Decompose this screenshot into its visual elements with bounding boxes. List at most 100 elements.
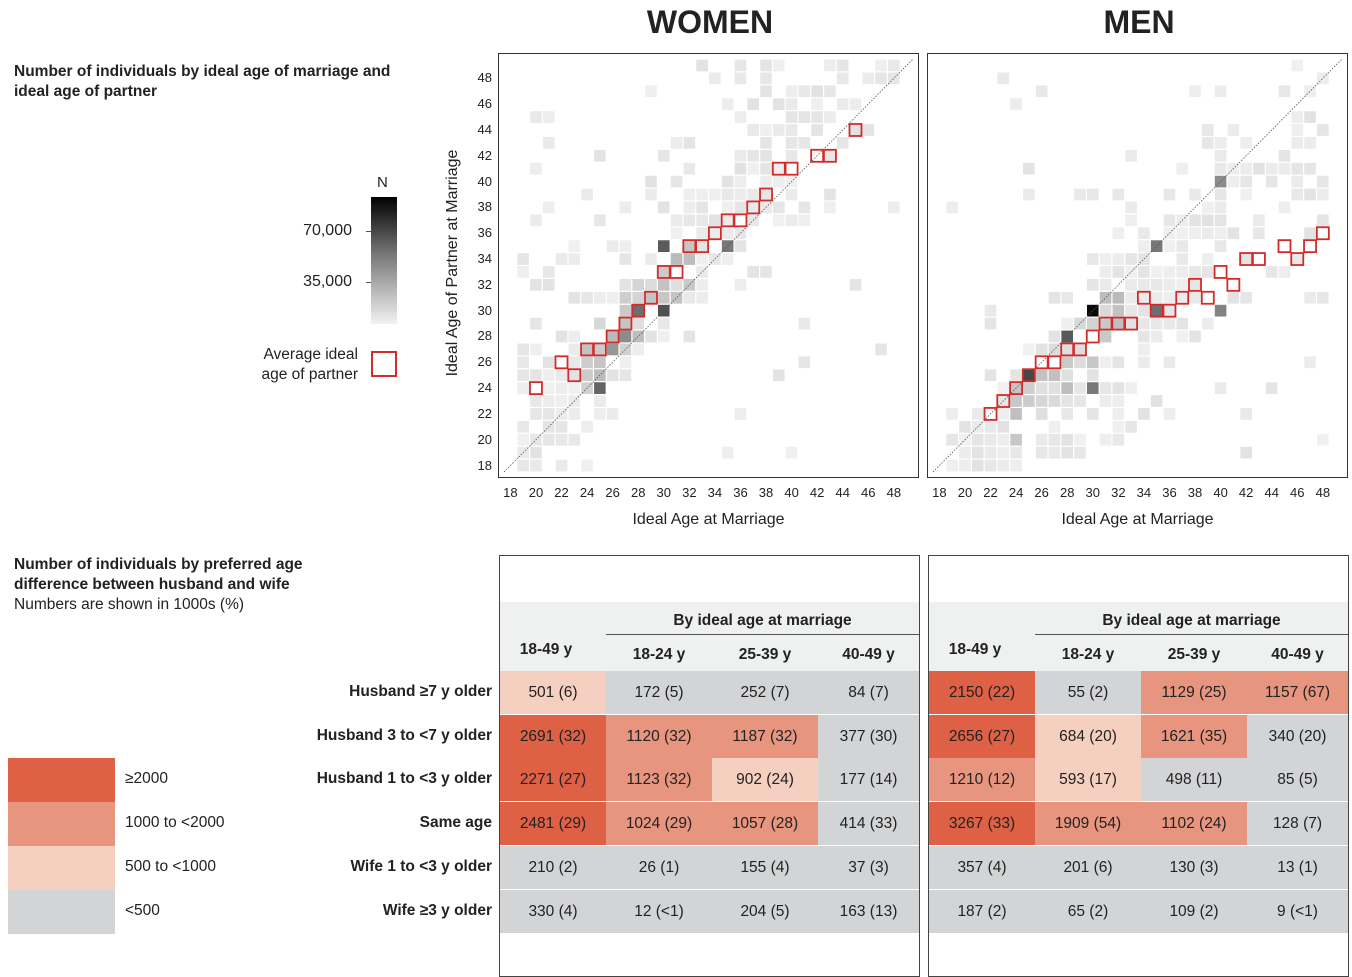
average-partner-age-marker xyxy=(1136,290,1151,305)
color-legend-swatch xyxy=(8,802,115,846)
heat-cell xyxy=(721,214,734,227)
x-tick-label: 18 xyxy=(503,485,518,500)
heat-cell xyxy=(1189,227,1201,240)
x-tick-label: 30 xyxy=(1085,485,1100,500)
heat-cell xyxy=(1023,188,1035,201)
heat-cell xyxy=(1176,162,1189,175)
heat-cell xyxy=(1227,227,1240,240)
heat-cell xyxy=(594,408,606,420)
heat-cell xyxy=(785,446,798,459)
heat-cell xyxy=(542,433,555,446)
average-partner-age-marker xyxy=(823,148,837,163)
heat-cell xyxy=(1035,343,1048,356)
table-cell: 902 (24) xyxy=(712,758,818,802)
heat-cell xyxy=(696,253,708,265)
heat-cell xyxy=(568,382,581,394)
x-tick-label: 40 xyxy=(784,485,799,500)
table-cell: 330 (4) xyxy=(500,889,606,933)
heat-cell xyxy=(696,188,708,201)
heat-cell xyxy=(1112,304,1125,317)
table-row-label: Husband 3 to <7 y older xyxy=(316,726,492,744)
heat-cell xyxy=(683,214,696,227)
average-partner-age-marker xyxy=(848,123,863,137)
x-tick-label: 28 xyxy=(1059,485,1075,500)
table-cell: 357 (4) xyxy=(929,845,1035,889)
heat-cell xyxy=(1086,408,1099,420)
heat-cell xyxy=(785,188,798,201)
heat-cell xyxy=(811,98,823,111)
heat-cell xyxy=(862,72,875,85)
x-tick-label: 26 xyxy=(605,485,620,500)
group-header: By ideal age at marriage xyxy=(673,612,852,629)
heat-cell xyxy=(760,59,772,72)
heat-cell xyxy=(984,317,997,330)
heat-cell xyxy=(1074,395,1086,407)
table-cell: 13 (1) xyxy=(1247,845,1348,889)
women-heatmap-chart xyxy=(498,53,919,478)
heat-cell xyxy=(1317,433,1329,446)
average-partner-age-marker xyxy=(1188,277,1202,292)
heat-cell xyxy=(632,330,644,343)
heat-cell-dense xyxy=(657,240,670,252)
heatmap-section-title: Number of individuals by ideal age of ma… xyxy=(14,63,391,100)
heat-cell xyxy=(1214,85,1227,98)
heat-cell xyxy=(734,162,747,175)
heat-cell xyxy=(645,279,657,291)
heat-cell xyxy=(984,459,997,472)
heat-cell xyxy=(517,266,529,278)
x-tick-label: 38 xyxy=(758,485,774,500)
heat-cell xyxy=(696,266,708,278)
heat-legend-gradient xyxy=(371,197,397,324)
heat-cell xyxy=(1317,188,1329,201)
average-partner-age-marker xyxy=(784,161,799,176)
heat-cell xyxy=(1304,137,1316,149)
heat-cell xyxy=(721,446,734,459)
y-tick-label: 44 xyxy=(477,121,492,137)
heat-cell xyxy=(657,279,670,291)
table-cell: 1909 (54) xyxy=(1035,802,1141,846)
x-tick-label: 42 xyxy=(1238,485,1254,500)
heat-cell xyxy=(734,188,747,201)
heat-cell xyxy=(997,433,1010,446)
table-cell: 414 (33) xyxy=(818,802,919,846)
heat-cell xyxy=(1125,253,1137,265)
table-cell: 128 (7) xyxy=(1247,802,1348,846)
heat-cell xyxy=(555,395,568,407)
heat-cell xyxy=(1138,227,1150,240)
heat-cell xyxy=(1138,304,1150,317)
heat-cell xyxy=(709,253,721,265)
x-tick-label: 42 xyxy=(809,485,825,500)
heat-cell xyxy=(984,369,997,382)
heat-cell xyxy=(1176,266,1189,278)
heat-cell xyxy=(709,214,721,227)
heat-cell xyxy=(734,408,747,420)
heat-cell xyxy=(581,420,593,433)
table-cell: 65 (2) xyxy=(1035,889,1141,933)
heat-cell xyxy=(1035,446,1048,459)
x-tick-label: 34 xyxy=(1136,485,1152,500)
heat-cell xyxy=(747,188,760,201)
heat-cell xyxy=(1240,408,1252,420)
heat-cell xyxy=(1202,201,1214,214)
heat-cell xyxy=(555,369,568,382)
average-partner-age-marker xyxy=(996,394,1011,408)
heat-cell xyxy=(1291,175,1304,188)
heat-cell xyxy=(760,266,772,278)
heat-cell xyxy=(594,356,606,369)
heat-cell xyxy=(709,188,721,201)
heat-cell xyxy=(594,291,606,304)
heat-cell xyxy=(568,408,581,420)
heat-cell xyxy=(530,369,542,382)
heat-cell xyxy=(1240,253,1252,265)
heat-cell xyxy=(619,317,632,330)
heat-cell xyxy=(721,227,734,240)
x-tick-label: 44 xyxy=(1264,485,1279,500)
heat-cell xyxy=(645,175,657,188)
heat-cell-dense xyxy=(1150,240,1163,252)
heat-cell xyxy=(632,317,644,330)
heat-cell xyxy=(606,369,619,382)
heat-cell xyxy=(683,279,696,291)
heat-cell xyxy=(670,175,683,188)
heat-cell xyxy=(1202,266,1214,278)
heat-cell xyxy=(1035,85,1048,98)
